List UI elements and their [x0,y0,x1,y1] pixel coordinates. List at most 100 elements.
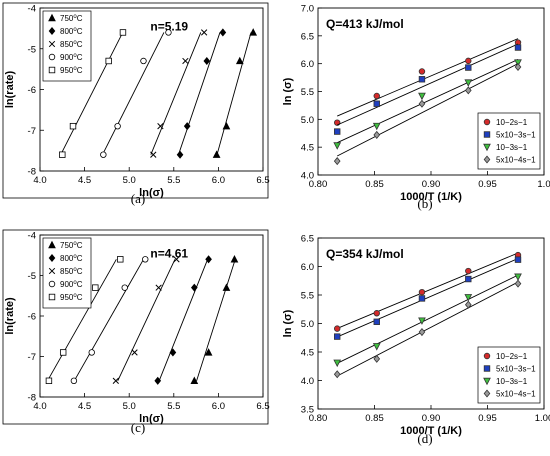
data-point [465,57,472,65]
legend-label-unit: C [77,40,83,49]
x-tick-label: 0.95 [478,413,497,424]
x-tick-label: 6.0 [212,175,225,186]
legend-label: 800oC [60,254,83,263]
data-point [514,256,522,263]
fit-line [337,59,519,144]
data-point [131,349,138,356]
data-point [373,354,381,363]
y-tick-label: -5 [28,44,36,55]
legend-label-temp: 750 [60,14,74,23]
data-point [165,29,172,36]
panel-caption: (d) [417,431,432,446]
y-tick-label: -7 [28,352,36,363]
data-point [514,62,522,72]
data-point [169,348,177,357]
data-point [45,377,53,384]
x-marker-stroke [182,57,189,65]
y-tick-label: -7 [28,126,36,137]
legend-marker [48,240,56,249]
x-marker-stroke [48,40,56,48]
data-point [464,86,472,95]
fit-line [196,259,236,381]
fit-line [102,32,165,155]
y-tick-label: -4 [28,4,36,15]
fit-line [73,259,144,382]
legend-label-unit: C [77,27,83,36]
y-axis-label: ln(rate) [4,297,16,335]
legend-marker [483,155,491,164]
legend-marker [483,389,491,398]
y-tick-label: 7.0 [301,4,314,15]
legend-marker [48,293,56,301]
stress-exponent-annotation: n=5.19 [150,19,188,33]
y-tick-label: -6 [28,312,36,323]
data-point [219,28,227,37]
data-point [222,283,231,291]
legend-label: 5x10−3s−1 [496,131,536,140]
panel-caption: (a) [131,191,145,206]
fit-line [337,38,519,117]
x-marker-stroke [48,267,56,275]
x-axis-label: 1000/T (1/K) [400,191,462,203]
y-tick-label: 5.0 [301,115,314,126]
y-tick-label: 3.5 [301,405,314,416]
data-point [154,376,162,385]
series-750oC [190,255,239,385]
data-point [114,122,121,130]
legend: 10−2s−1 5x10−3s−1 10−3s−1 5x10−4s−1 [477,112,541,170]
data-point [418,92,426,101]
data-point [514,59,522,67]
chart-panel-d: 0.80 0.85 0.90 0.95 1.00 3.5 4.0 4.5 5.0 5.5 6.0 6.… [282,234,550,447]
legend-marker [48,26,56,36]
legend-marker [483,352,491,360]
series-5x10−4s−1 [333,62,522,166]
series-5x10−3s−1 [334,256,522,340]
data-point [173,256,180,263]
series-800oC [154,255,212,385]
data-point [418,295,426,302]
legend-label: 750oC [60,241,83,250]
x-tick-label: 5.0 [123,401,136,412]
y-axis-label: ln (σ) [282,309,294,337]
x-marker-stroke [150,151,157,158]
legend-label: 900oC [60,53,83,62]
fit-line [337,258,519,338]
x-tick-label: 0.90 [422,179,441,190]
y-axis-label: ln(rate) [4,71,16,109]
x-tick-label: 0.80 [309,413,328,424]
x-tick-label: 0.85 [365,413,384,424]
series-850oC [150,29,208,158]
legend-label-temp: 950 [60,66,74,75]
legend-label-temp: 800 [60,254,74,263]
activation-energy-annotation: Q=354 kJ/mol [326,247,404,261]
legend-label-degree: o [73,66,77,72]
fit-line [337,252,519,329]
series-850oC [112,256,180,384]
legend-marker [48,13,56,22]
data-point [334,333,341,340]
activation-energy-annotation: Q=413 kJ/mol [326,17,404,31]
fit-line [150,32,202,155]
series-900oC [70,256,149,384]
data-point [372,122,381,131]
chart-panel-a: 4.0 4.5 5.0 5.5 6.0 6.5 -8 -7 -6 -5 -4 ln(σ) ln(rate… [2,2,270,206]
data-point [200,29,208,36]
y-tick-label: -4 [28,231,36,242]
legend-label-unit: C [77,293,83,302]
panel-frame [2,229,269,425]
data-point [464,294,473,302]
legend-label-temp: 850 [60,267,74,276]
legend-label: 900oC [60,280,83,289]
y-tick-label: 6.0 [301,262,314,273]
legend-label: 750oC [60,14,83,23]
legend-label-degree: o [73,40,77,46]
legend-marker [483,131,491,138]
y-tick-label: -8 [28,167,36,178]
data-point [514,273,522,282]
legend-label-degree: o [73,267,77,273]
legend-marker [483,365,491,372]
data-point [117,256,124,263]
x-tick-label: 4.0 [33,401,46,412]
